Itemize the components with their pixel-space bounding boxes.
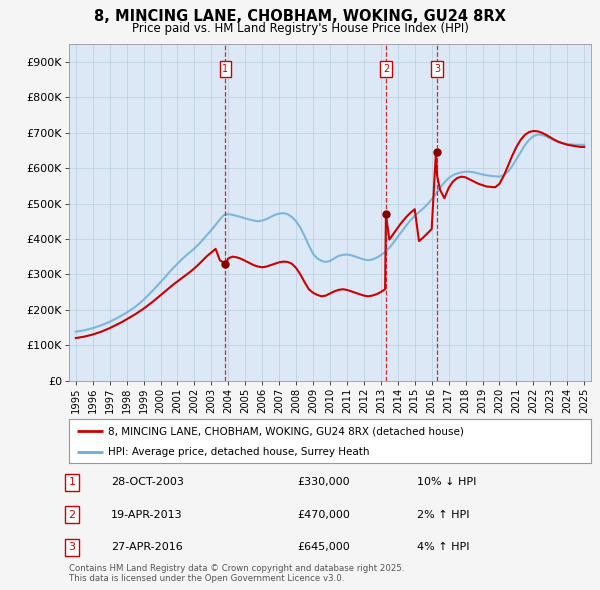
Text: 10% ↓ HPI: 10% ↓ HPI [417, 477, 476, 487]
Text: 1: 1 [223, 64, 229, 74]
Text: £645,000: £645,000 [297, 542, 350, 552]
Text: 27-APR-2016: 27-APR-2016 [111, 542, 183, 552]
Text: 2: 2 [68, 510, 76, 520]
Text: HPI: Average price, detached house, Surrey Heath: HPI: Average price, detached house, Surr… [108, 447, 370, 457]
Text: 1: 1 [68, 477, 76, 487]
Text: 2: 2 [383, 64, 389, 74]
Text: 8, MINCING LANE, CHOBHAM, WOKING, GU24 8RX (detached house): 8, MINCING LANE, CHOBHAM, WOKING, GU24 8… [108, 427, 464, 436]
Text: 3: 3 [68, 542, 76, 552]
Text: Contains HM Land Registry data © Crown copyright and database right 2025.
This d: Contains HM Land Registry data © Crown c… [69, 563, 404, 583]
Text: £470,000: £470,000 [297, 510, 350, 520]
Text: 3: 3 [434, 64, 440, 74]
Text: 2% ↑ HPI: 2% ↑ HPI [417, 510, 469, 520]
Text: 4% ↑ HPI: 4% ↑ HPI [417, 542, 469, 552]
Text: £330,000: £330,000 [297, 477, 350, 487]
Text: 28-OCT-2003: 28-OCT-2003 [111, 477, 184, 487]
Text: Price paid vs. HM Land Registry's House Price Index (HPI): Price paid vs. HM Land Registry's House … [131, 22, 469, 35]
Text: 19-APR-2013: 19-APR-2013 [111, 510, 182, 520]
Text: 8, MINCING LANE, CHOBHAM, WOKING, GU24 8RX: 8, MINCING LANE, CHOBHAM, WOKING, GU24 8… [94, 9, 506, 24]
